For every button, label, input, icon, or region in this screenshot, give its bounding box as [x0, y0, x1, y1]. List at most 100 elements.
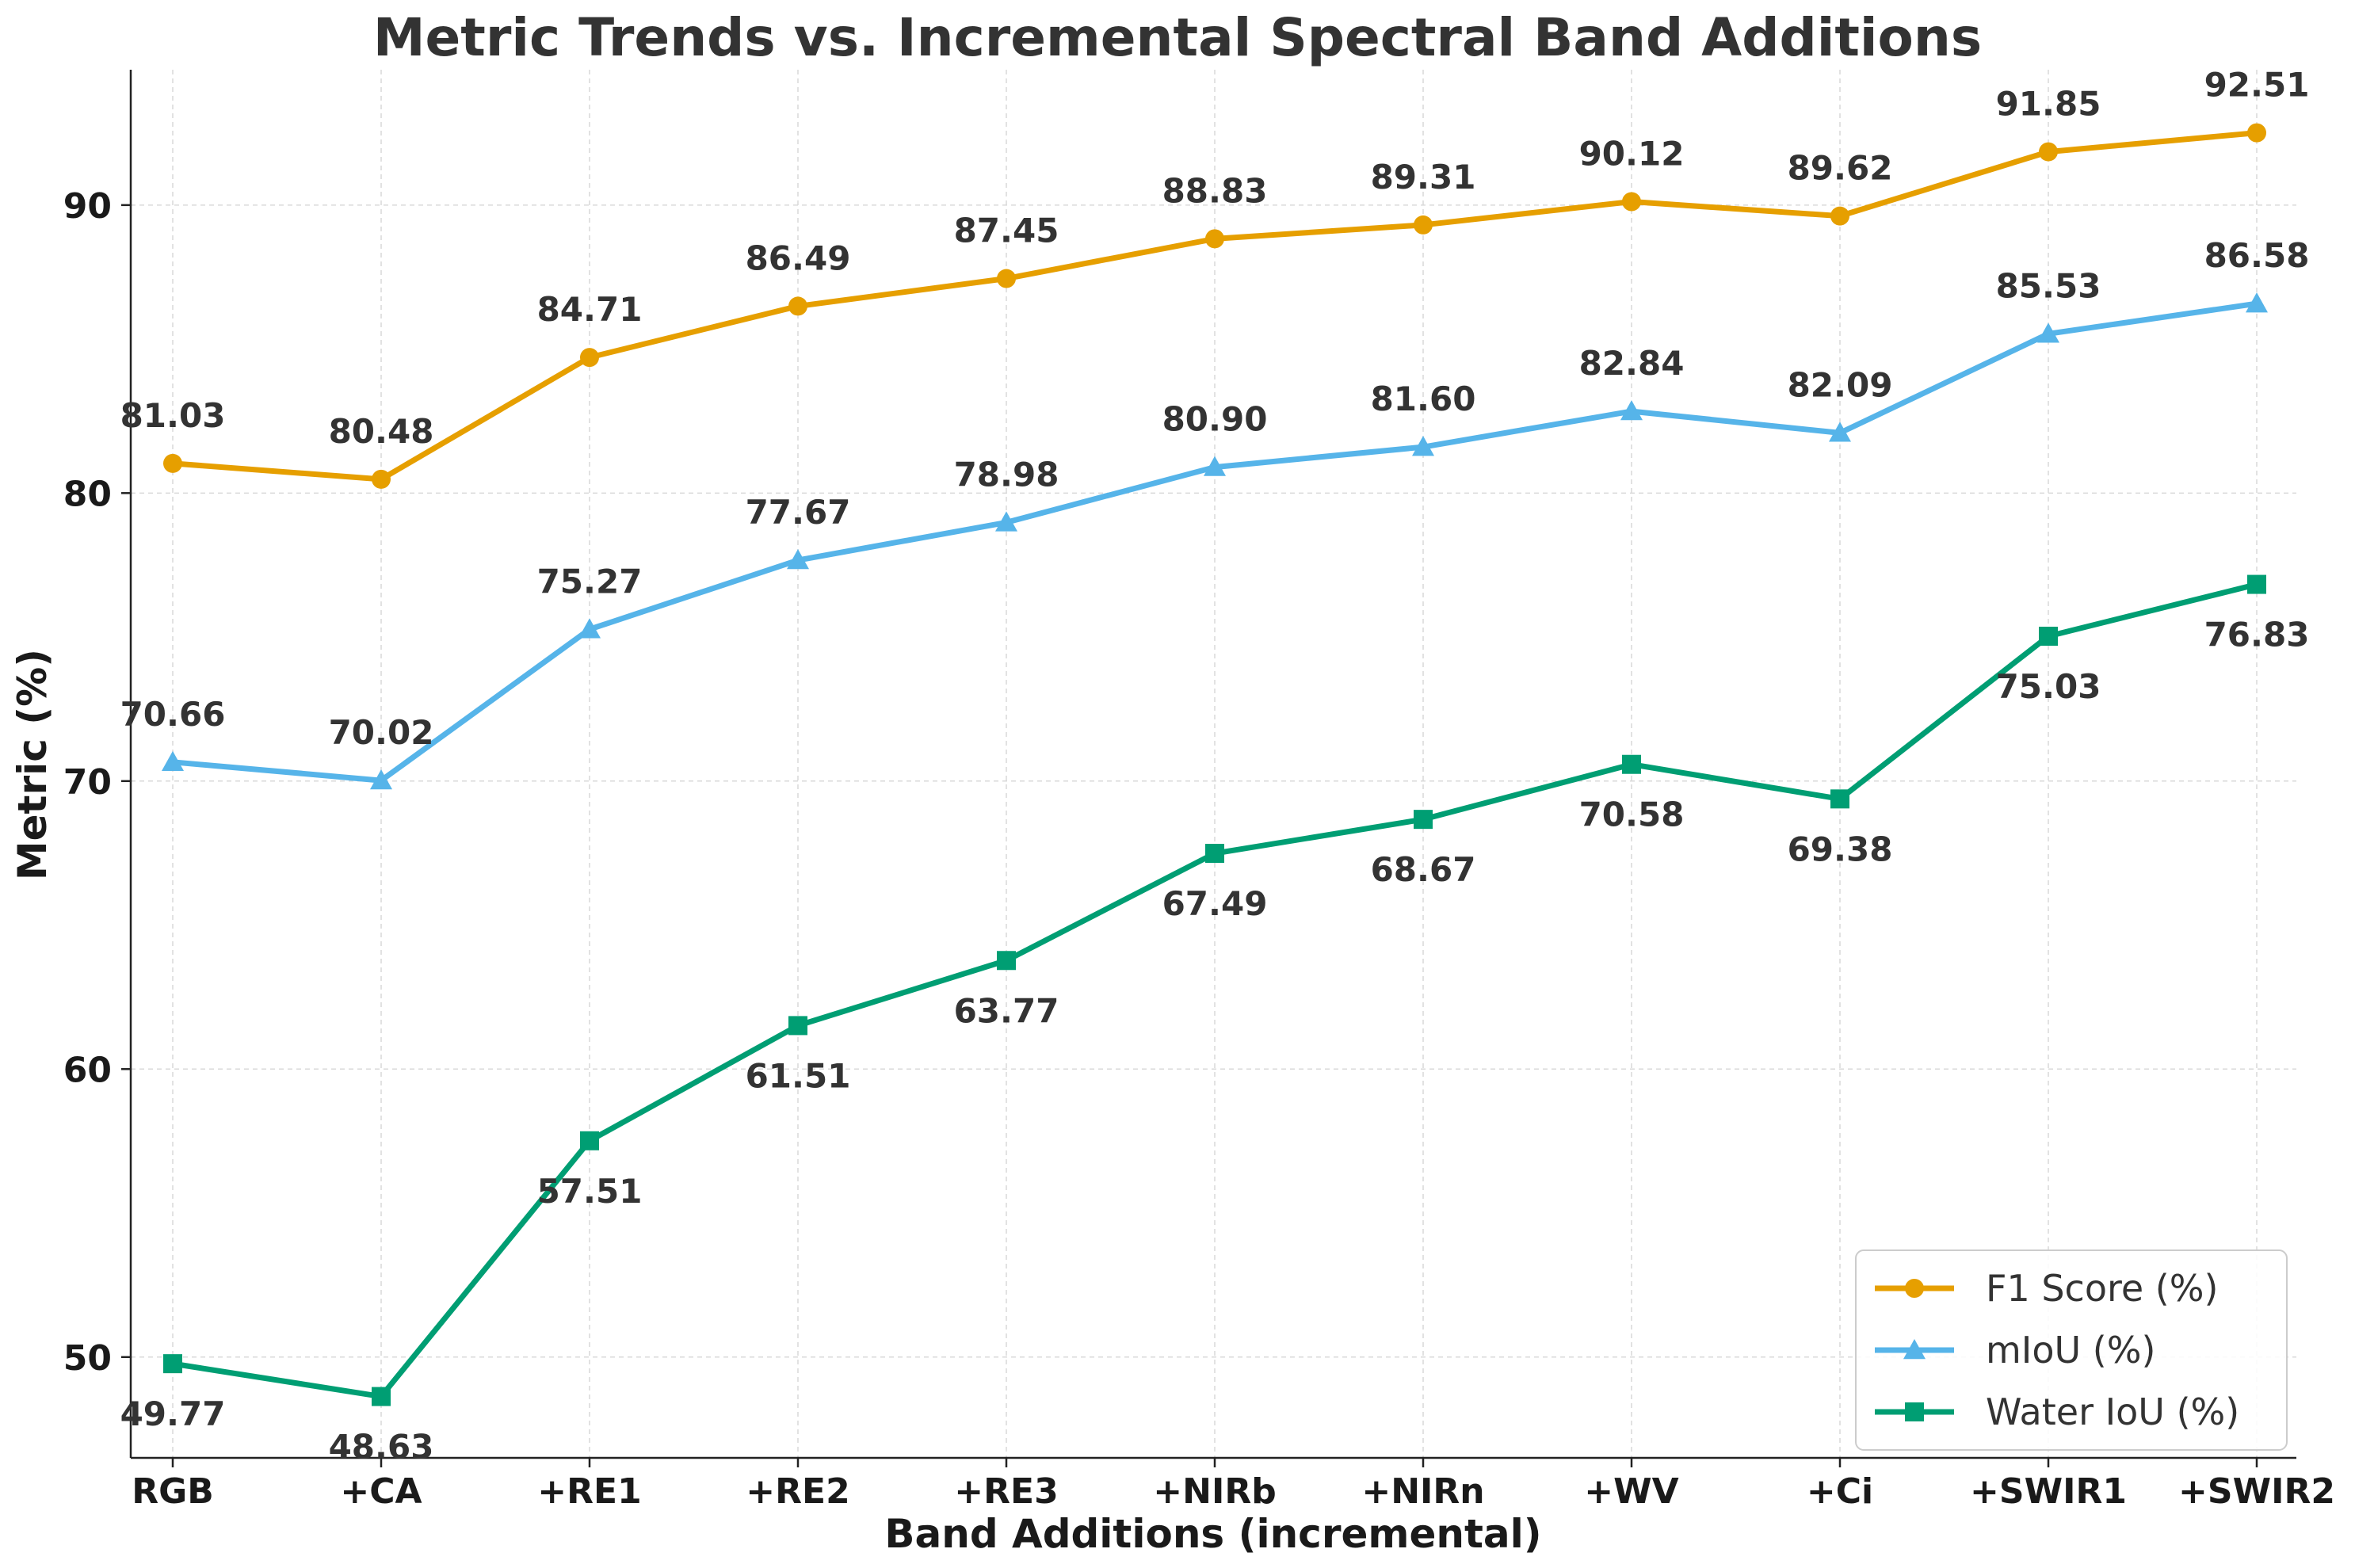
data-point [788, 1016, 807, 1036]
data-label: 70.58 [1579, 795, 1685, 834]
data-label: 82.09 [1788, 365, 1893, 404]
y-tick-label: 80 [63, 474, 112, 514]
data-point [1622, 192, 1641, 212]
x-tick-label: +CA [340, 1471, 422, 1512]
data-label: 70.02 [329, 713, 434, 752]
series-layer [162, 123, 2268, 1406]
data-point [997, 951, 1016, 971]
data-label: 86.49 [746, 238, 851, 277]
series-1 [162, 292, 2268, 790]
x-tick-label: +RE2 [746, 1471, 849, 1512]
data-point [1829, 422, 1851, 442]
data-point [2246, 292, 2268, 313]
data-point [788, 296, 807, 316]
data-label: 86.58 [2204, 236, 2310, 275]
data-point [1204, 456, 1226, 476]
data-labels-layer: 81.03 80.48 84.71 86.49 87.45 88.83 89.31 90.12… [120, 66, 2310, 1467]
data-point [997, 269, 1016, 288]
data-label: 89.31 [1371, 158, 1476, 196]
data-label: 69.38 [1788, 830, 1893, 868]
x-tick-label: +NIRn [1361, 1471, 1484, 1512]
y-tick-label: 70 [63, 762, 112, 803]
legend-item: mIoU (%) [1875, 1329, 2155, 1372]
data-point [1205, 844, 1224, 864]
data-point [1830, 789, 1849, 809]
data-point [1205, 229, 1224, 249]
data-label: 77.67 [746, 493, 851, 532]
data-label: 85.53 [1996, 266, 2101, 305]
axes-layer: RGB +CA +RE1 +RE2 +RE3 +NIRb +NIRn +WV +Ci +SWIR1… [63, 70, 2335, 1512]
series-2 [163, 574, 2266, 1406]
x-axis-title: Band Additions (incremental) [884, 1511, 1541, 1557]
data-point [580, 1131, 599, 1150]
data-point [372, 469, 391, 489]
x-tick-label: +Ci [1807, 1471, 1873, 1512]
data-point [1414, 810, 1433, 830]
data-label: 80.90 [1162, 400, 1268, 439]
data-label: 84.71 [537, 290, 643, 329]
data-point [370, 769, 392, 790]
legend: F1 Score (%) mIoU (%) Water IoU (%) [1855, 1249, 2288, 1451]
data-label: 76.83 [2204, 616, 2310, 654]
data-point [2039, 626, 2058, 646]
data-label: 75.27 [537, 562, 643, 601]
data-label: 67.49 [1162, 884, 1268, 923]
legend-item: F1 Score (%) [1875, 1267, 2218, 1310]
data-point [163, 453, 182, 473]
legend-marker [1905, 1279, 1924, 1298]
y-tick-label: 50 [63, 1338, 112, 1379]
data-point [2247, 123, 2266, 143]
legend-label: mIoU (%) [1986, 1329, 2155, 1372]
data-point [1414, 215, 1433, 235]
data-label: 70.66 [120, 695, 226, 734]
data-point [1830, 206, 1849, 226]
data-point [995, 511, 1017, 532]
data-point [1412, 436, 1434, 456]
data-point [580, 348, 599, 368]
data-point [162, 750, 184, 772]
data-label: 81.03 [120, 396, 226, 435]
data-label: 82.84 [1579, 344, 1685, 383]
series-0 [163, 123, 2266, 489]
y-tick-label: 60 [63, 1050, 112, 1090]
data-point [372, 1387, 391, 1406]
data-point [163, 1354, 182, 1374]
data-label: 48.63 [329, 1428, 434, 1467]
legend-label: F1 Score (%) [1986, 1267, 2218, 1310]
x-tick-label: RGB [132, 1471, 214, 1512]
x-tick-label: +NIRb [1153, 1471, 1276, 1512]
data-point [2039, 142, 2058, 162]
data-label: 87.45 [954, 212, 1059, 250]
data-label: 80.48 [329, 412, 434, 451]
data-point [2037, 322, 2059, 343]
x-tick-label: +SWIR1 [1970, 1471, 2127, 1512]
chart-title: Metric Trends vs. Incremental Spectral B… [373, 7, 1982, 68]
data-label: 57.51 [537, 1172, 643, 1211]
data-point [787, 549, 809, 570]
legend-label: Water IoU (%) [1986, 1391, 2239, 1433]
data-label: 49.77 [120, 1394, 226, 1433]
data-label: 75.03 [1996, 667, 2101, 706]
y-tick-label: 90 [63, 186, 112, 227]
x-tick-label: +RE3 [954, 1471, 1058, 1512]
data-label: 89.62 [1788, 149, 1893, 188]
x-tick-label: +SWIR2 [2178, 1471, 2335, 1512]
x-tick-label: +RE1 [537, 1471, 641, 1512]
data-point [578, 618, 601, 639]
data-label: 61.51 [746, 1056, 851, 1095]
data-point [1622, 754, 1641, 774]
data-label: 92.51 [2204, 66, 2310, 105]
data-point [2247, 574, 2266, 594]
data-label: 91.85 [1996, 85, 2101, 124]
legend-marker [1905, 1402, 1924, 1421]
data-label: 81.60 [1371, 380, 1476, 418]
data-label: 68.67 [1371, 850, 1476, 889]
data-label: 78.98 [954, 455, 1059, 494]
data-point [1620, 400, 1643, 421]
data-label: 63.77 [954, 991, 1059, 1030]
data-label: 90.12 [1579, 134, 1685, 173]
x-tick-label: +WV [1584, 1471, 1678, 1512]
legend-box [1855, 1249, 2288, 1451]
data-label: 88.83 [1162, 171, 1268, 210]
